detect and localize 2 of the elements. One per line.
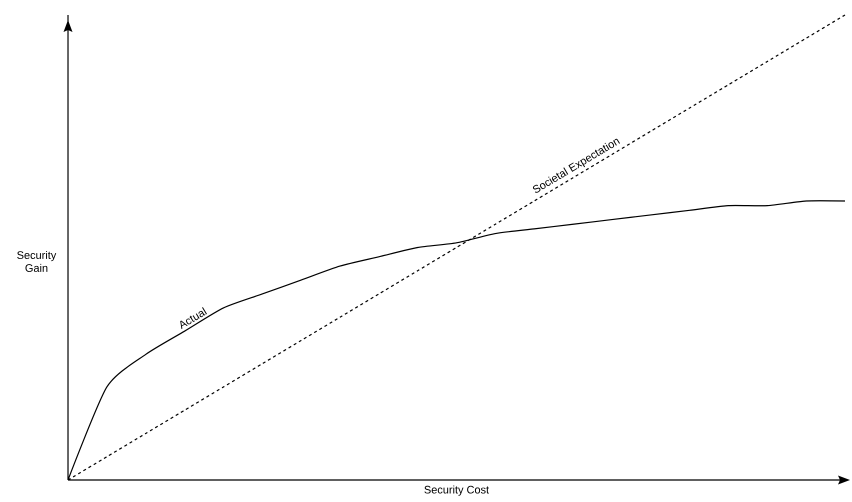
y-axis-title: Security Gain xyxy=(17,250,56,272)
x-axis-title: Security Cost xyxy=(424,486,489,496)
